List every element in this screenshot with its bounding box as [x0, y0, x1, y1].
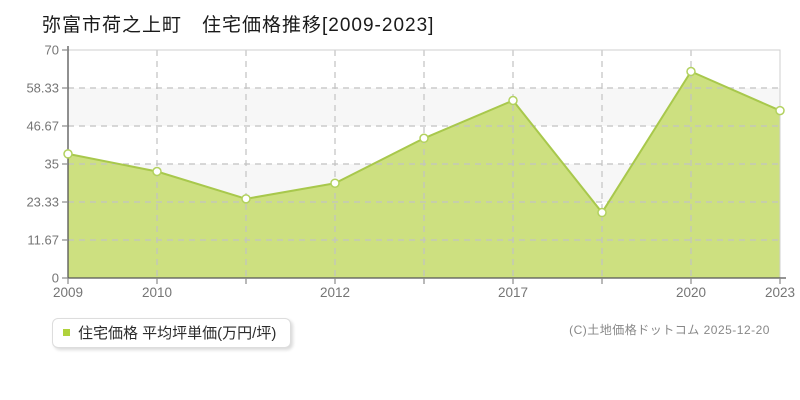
x-tick-label: 2017 [498, 285, 528, 300]
data-point-marker[interactable] [686, 66, 696, 77]
legend-square-icon [63, 329, 70, 336]
data-point-marker[interactable] [63, 149, 73, 159]
data-point-marker[interactable] [330, 178, 340, 188]
x-tick-label: 2020 [676, 285, 706, 300]
y-tick-label: 0 [52, 271, 59, 286]
chart-title: 弥富市荷之上町 住宅価格推移[2009-2023] [42, 15, 435, 36]
data-point-marker[interactable] [419, 133, 429, 144]
y-tick-label: 11.67 [27, 232, 59, 247]
copyright-text: (C)土地価格ドットコム 2025-12-20 [569, 323, 770, 337]
legend-label: 住宅価格 平均坪単価(万円/坪) [78, 325, 277, 342]
price-trend-chart: 0 11.67 23.33 35 46.67 58.33 70 2009 2010 2012 201… [26, 43, 795, 301]
legend: 住宅価格 平均坪単価(万円/坪) [52, 318, 292, 348]
plot-band [68, 50, 780, 89]
data-point-marker[interactable] [508, 95, 518, 106]
x-tick-label: 2023 [765, 285, 795, 300]
x-tick-label: 2012 [320, 285, 350, 300]
data-point-marker[interactable] [775, 105, 785, 116]
y-tick-label: 46.67 [26, 118, 59, 133]
y-tick-label: 58.33 [26, 81, 59, 96]
data-point-marker[interactable] [241, 194, 251, 204]
x-tick-label: 2010 [142, 285, 172, 300]
x-tick-label: 2009 [53, 285, 83, 300]
data-point-marker[interactable] [597, 207, 607, 218]
y-tick-label: 35 [45, 157, 59, 172]
y-tick-label: 70 [45, 43, 59, 58]
data-point-marker[interactable] [152, 166, 162, 177]
plot-area: 0 11.67 23.33 35 46.67 58.33 70 2009 2010 2012 201… [26, 43, 795, 301]
y-tick-label: 23.33 [26, 195, 59, 210]
